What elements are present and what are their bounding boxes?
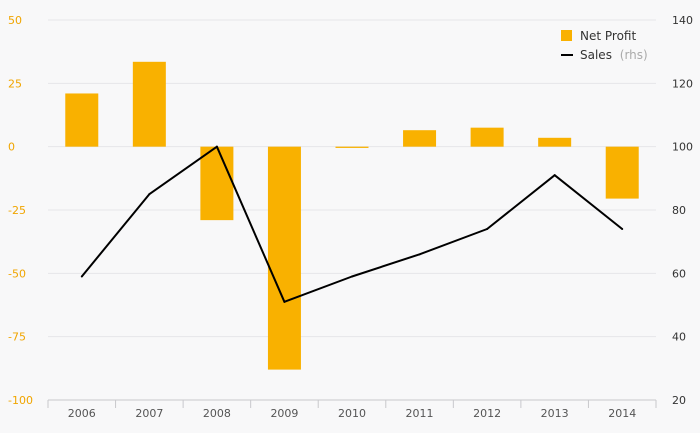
- x-tick-label: 2008: [203, 407, 231, 420]
- bar-net-profit: [267, 146, 301, 370]
- y-left-tick-label: -25: [8, 204, 26, 217]
- bar-net-profit: [403, 130, 437, 147]
- bar-net-profit: [335, 146, 369, 148]
- x-tick-label: 2007: [135, 407, 163, 420]
- sales-point: [148, 193, 151, 196]
- y-right-tick-label: 20: [672, 394, 686, 407]
- y-right-tick-label: 120: [672, 77, 693, 90]
- y-left-tick-label: -100: [8, 394, 33, 407]
- sales-point: [621, 228, 624, 230]
- sales-point: [553, 174, 556, 177]
- bar-net-profit: [132, 61, 166, 147]
- bar-net-profit: [605, 146, 639, 199]
- bars: [65, 61, 639, 370]
- legend-label-sales-group: Sales (rhs): [580, 48, 648, 62]
- bar-net-profit: [65, 93, 99, 147]
- legend-label-rhs: (rhs): [620, 48, 648, 62]
- x-tick-label: 2012: [473, 407, 501, 420]
- sales-point: [283, 300, 286, 303]
- sales-point: [351, 275, 353, 278]
- bar-net-profit: [200, 146, 234, 221]
- sales-line: [81, 145, 623, 303]
- x-tick-label: 2009: [270, 407, 298, 420]
- y-right-tick-label: 140: [672, 14, 693, 27]
- legend-label-sales: Sales: [580, 48, 612, 62]
- legend-swatch-net-profit: [561, 30, 572, 41]
- y-right-tick-label: 40: [672, 331, 686, 344]
- y-left-tick-label: -50: [8, 267, 26, 280]
- y-right-tick-label: 60: [672, 267, 686, 280]
- bar-net-profit: [538, 137, 572, 147]
- y-left-tick-label: -75: [8, 331, 26, 344]
- bar-net-profit: [470, 127, 504, 147]
- axes: 50 140 25 120 0 100 -25 80 -50 60 -75 40 -100 20 2006 2…: [8, 14, 693, 420]
- x-tick-label: 2010: [338, 407, 366, 420]
- y-left-tick-label: 0: [8, 141, 15, 154]
- legend-label-net-profit: Net Profit: [580, 29, 636, 43]
- sales-line-group: [80, 145, 624, 303]
- y-left-tick-label: 25: [8, 77, 22, 90]
- x-tick-label: 2011: [406, 407, 434, 420]
- sales-point: [215, 145, 218, 148]
- x-tick-label: 2013: [541, 407, 569, 420]
- sales-point: [418, 253, 421, 256]
- x-tick-label: 2006: [68, 407, 96, 420]
- y-left-tick-label: 50: [8, 14, 22, 27]
- x-tick-label: 2014: [608, 407, 636, 420]
- sales-point: [486, 228, 489, 230]
- sales-point: [80, 275, 83, 278]
- y-right-tick-label: 100: [672, 141, 693, 154]
- y-right-tick-label: 80: [672, 204, 686, 217]
- legend: Net Profit Sales (rhs): [561, 29, 648, 62]
